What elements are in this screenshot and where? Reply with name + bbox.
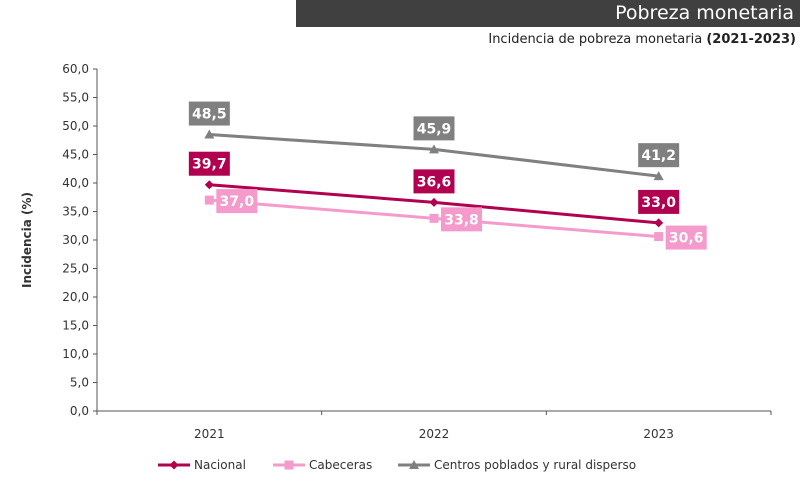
marker-diamond xyxy=(204,180,214,190)
subtitle-years: (2021-2023) xyxy=(706,32,796,47)
chart-axes: 0,0 5,0 10,0 15,0 20,0 25,0 30,0 35,0 40,0 45,0 50… xyxy=(20,62,772,441)
data-label: 33,8 xyxy=(444,212,479,228)
data-label-box xyxy=(441,207,482,232)
data-label: 37,0 xyxy=(220,194,255,210)
data-label-box xyxy=(638,143,680,168)
legend-entry: Nacional xyxy=(194,458,246,472)
x-tick-label: 2021 xyxy=(194,427,225,441)
page-title: Pobreza monetaria xyxy=(615,2,794,24)
data-label: 41,2 xyxy=(641,148,676,164)
legend-entry: Centros poblados y rural disperso xyxy=(434,458,636,472)
x-tick-label: 2022 xyxy=(419,427,450,441)
marker-square xyxy=(204,195,214,205)
chart-subtitle: Incidencia de pobreza monetaria (2021-20… xyxy=(488,31,796,49)
x-tick-label: 2023 xyxy=(643,427,674,441)
data-label-box xyxy=(413,169,455,194)
data-label-box xyxy=(216,189,258,214)
y-tick-label: 40,0 xyxy=(62,176,89,190)
subtitle-main: Incidencia de pobreza monetaria xyxy=(488,32,703,47)
y-tick-label: 60,0 xyxy=(62,62,89,76)
y-tick-label: 35,0 xyxy=(62,205,89,219)
data-label-box xyxy=(638,189,680,214)
data-label-box xyxy=(188,101,230,126)
chart-data-labels: 39,7 36,6 33,0 37,0 33,8 30,6 48,5 45,9 41,2 xyxy=(188,101,707,250)
data-label-box xyxy=(665,225,707,250)
marker-diamond xyxy=(654,218,664,228)
marker-diamond xyxy=(169,460,179,470)
marker-square xyxy=(284,460,294,470)
y-tick-label: 15,0 xyxy=(62,319,89,333)
marker-square xyxy=(654,232,664,242)
marker-square xyxy=(429,213,439,223)
y-tick-label: 5,0 xyxy=(70,376,89,390)
chart-series xyxy=(204,129,664,242)
y-tick-label: 0,0 xyxy=(70,404,89,418)
chart-legend: Nacional Cabeceras Centros poblados y rura… xyxy=(158,458,636,472)
data-label: 39,7 xyxy=(192,157,227,173)
marker-diamond xyxy=(429,197,439,207)
marker-triangle xyxy=(429,144,439,154)
y-tick-label: 20,0 xyxy=(62,290,89,304)
y-tick-label: 10,0 xyxy=(62,347,89,361)
data-label: 30,6 xyxy=(669,231,704,247)
marker-triangle xyxy=(204,129,215,139)
data-label-box xyxy=(188,151,230,176)
marker-triangle xyxy=(653,171,664,181)
marker-triangle xyxy=(409,460,419,469)
y-tick-label: 55,0 xyxy=(62,91,89,105)
y-tick-label: 30,0 xyxy=(62,233,89,247)
y-tick-label: 45,0 xyxy=(62,148,89,162)
y-axis-label: Incidencia (%) xyxy=(20,192,34,288)
legend-entry: Cabeceras xyxy=(309,458,372,472)
y-tick-label: 50,0 xyxy=(62,119,89,133)
y-tick-label: 25,0 xyxy=(62,262,89,276)
data-label: 36,6 xyxy=(417,174,452,190)
data-label: 45,9 xyxy=(417,121,452,137)
header-bar: Pobreza monetaria xyxy=(296,0,800,27)
data-label: 48,5 xyxy=(192,107,227,123)
data-label: 33,0 xyxy=(641,195,676,211)
data-label-box xyxy=(413,116,455,141)
